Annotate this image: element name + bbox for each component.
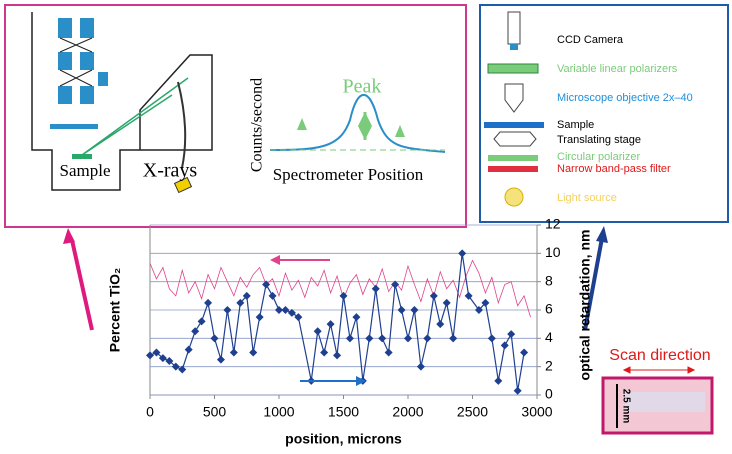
xrays-label: X-rays	[143, 160, 198, 182]
camera-icon	[508, 12, 520, 44]
data-point	[340, 292, 348, 300]
y2-tick-label: 6	[545, 301, 553, 317]
data-point	[185, 346, 193, 354]
legend-item: Narrow band-pass filter	[557, 163, 671, 175]
data-point	[198, 317, 206, 325]
series-line	[150, 253, 524, 390]
x-tick-label: 2000	[392, 404, 423, 420]
x-tick-label: 1000	[263, 404, 294, 420]
link-arrow	[72, 240, 92, 330]
data-point	[443, 299, 451, 307]
chart: 0 2 4 6 8 10 12 0 500 1000 1500 2000 2500 3000 positio…	[107, 216, 593, 447]
link-arrowhead	[596, 226, 608, 243]
data-point	[256, 313, 264, 321]
data-point	[458, 249, 466, 257]
y2-axis-title: optical retardation, nm	[577, 230, 593, 381]
data-point	[249, 349, 257, 357]
data-point	[488, 334, 496, 342]
legend-item: Circular polarizer	[557, 151, 640, 163]
filter-icon	[488, 166, 538, 172]
data-point	[372, 285, 380, 293]
data-point	[436, 320, 444, 328]
legend-item: CCD Camera	[557, 34, 624, 46]
legend-item: Translating stage	[557, 134, 641, 146]
x-tick-label: 500	[203, 404, 227, 420]
legend-item: Sample	[557, 119, 594, 131]
scan-arrow	[624, 367, 694, 373]
xray-inset: Sample X-rays Peak Counts/second Spectro…	[5, 5, 466, 227]
legend-item: Light source	[557, 192, 617, 204]
data-point	[514, 387, 522, 395]
sample-icon	[484, 122, 544, 128]
inset-y-label: Counts/second	[249, 78, 266, 172]
figure: Sample X-rays Peak Counts/second Spectro…	[0, 0, 732, 454]
peak-label: Peak	[343, 76, 382, 98]
sample-mark	[72, 154, 92, 159]
legend-item: Variable linear polarizers	[557, 63, 678, 75]
direction-arrowhead	[356, 376, 366, 386]
data-point	[217, 356, 225, 364]
size-label: 2.5 mm	[620, 389, 631, 424]
data-point	[223, 306, 231, 314]
data-point	[404, 334, 412, 342]
y2-tick-label: 4	[545, 329, 553, 345]
data-point	[352, 313, 360, 321]
inset-frame	[5, 5, 466, 227]
data-point	[398, 306, 406, 314]
data-point	[230, 349, 238, 357]
y2-tick-label: 10	[545, 244, 561, 260]
stage-icon	[494, 132, 536, 146]
legend-item: Microscope objective 2x–40	[557, 92, 693, 104]
data-point	[346, 334, 354, 342]
data-point	[327, 320, 335, 328]
x-tick-label: 3000	[521, 404, 552, 420]
light-icon	[505, 188, 523, 206]
data-point	[314, 327, 322, 335]
y2-tick-label: 2	[545, 357, 553, 373]
data-point	[191, 327, 199, 335]
data-point	[507, 330, 515, 338]
x-tick-label: 0	[146, 404, 154, 420]
circular-icon	[488, 155, 538, 161]
camera-lens	[510, 44, 518, 50]
link-arrowhead	[63, 228, 75, 244]
direction-arrowhead	[270, 255, 280, 265]
polarizer-icon	[488, 64, 538, 73]
data-point	[333, 351, 341, 359]
data-point	[494, 377, 502, 385]
data-point	[294, 313, 302, 321]
data-point	[430, 292, 438, 300]
data-point	[520, 349, 528, 357]
data-point	[501, 341, 509, 349]
x-tick-label: 2500	[457, 404, 488, 420]
x-axis-title: position, microns	[285, 431, 402, 447]
data-point	[417, 363, 425, 371]
data-point	[211, 334, 219, 342]
data-point	[320, 349, 328, 357]
scan-label: Scan direction	[609, 347, 710, 364]
data-point	[204, 299, 212, 307]
sample-photo: Scan direction 2.5 mm	[603, 347, 712, 433]
sample-label: Sample	[60, 161, 111, 180]
data-point	[385, 349, 393, 357]
y2-tick-label: 12	[545, 216, 561, 232]
y2-tick-label: 8	[545, 272, 553, 288]
data-point	[269, 292, 277, 300]
data-point	[410, 306, 418, 314]
data-point	[378, 334, 386, 342]
optical-inset: CCD Camera Variable linear polarizers Micr…	[480, 5, 728, 222]
data-point	[365, 334, 373, 342]
data-point	[465, 292, 473, 300]
photo-pattern	[625, 392, 705, 412]
series-line	[150, 260, 531, 317]
y2-tick-label: 0	[545, 386, 553, 402]
y-axis-title: Percent TiO₂	[107, 268, 123, 353]
data-point	[423, 334, 431, 342]
data-point	[449, 334, 457, 342]
x-tick-label: 1500	[328, 404, 359, 420]
inset-x-label: Spectrometer Position	[273, 165, 424, 184]
